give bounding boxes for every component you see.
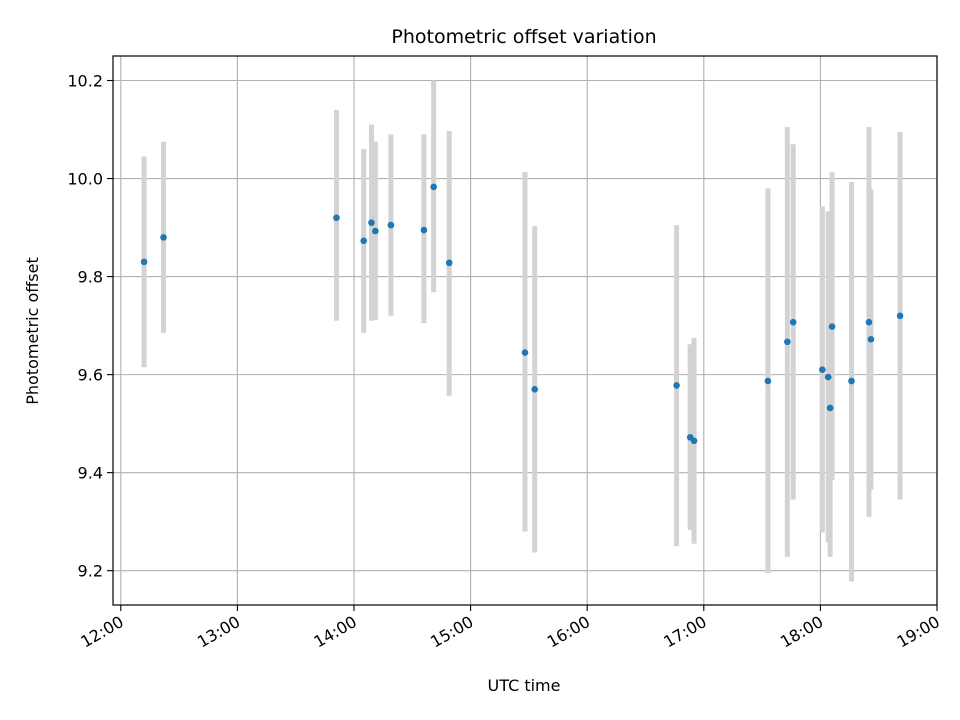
data-point (368, 219, 375, 226)
data-point (819, 366, 826, 374)
x-tick-label: 13:00 (194, 612, 243, 652)
data-point (140, 258, 148, 266)
y-tick-label: 9.4 (78, 464, 103, 483)
data-point (789, 318, 797, 326)
x-axis-title: UTC time (488, 676, 561, 695)
data-point (445, 259, 453, 267)
x-axis-ticks: 12:00 13:00 14:00 15:00 16:00 17:00 18:00 19:00 (77, 605, 943, 652)
data-point (824, 373, 832, 381)
plot-frame (112, 55, 938, 606)
x-tick-label: 18:00 (777, 612, 826, 652)
data-point (896, 312, 904, 320)
data-point (828, 323, 836, 330)
data-point (420, 226, 428, 234)
data-point (360, 237, 367, 245)
data-point (333, 214, 340, 222)
error-bars (141, 80, 903, 582)
x-tick-label: 16:00 (544, 612, 593, 652)
data-points (140, 183, 904, 445)
data-point (865, 318, 873, 326)
data-point (764, 377, 772, 385)
y-tick-label: 9.2 (78, 562, 103, 581)
x-tick-label: 12:00 (77, 612, 126, 652)
data-point (160, 234, 167, 241)
data-point (867, 336, 875, 343)
y-axis-ticks: 9.2 9.4 9.6 9.8 10.0 10.2 (67, 72, 113, 581)
data-point (784, 338, 791, 346)
y-tick-label: 9.8 (78, 268, 103, 287)
data-point (387, 221, 395, 229)
y-tick-label: 10.0 (67, 170, 103, 189)
data-point (430, 183, 437, 191)
data-point (690, 437, 698, 445)
data-point (372, 227, 379, 235)
data-point (826, 404, 834, 412)
x-tick-label: 19:00 (894, 612, 943, 652)
chart-title: Photometric offset variation (391, 26, 656, 48)
data-point (673, 382, 680, 389)
x-tick-label: 17:00 (660, 612, 709, 652)
x-tick-label: 14:00 (311, 612, 360, 652)
data-point (531, 386, 539, 393)
y-tick-label: 10.2 (67, 72, 103, 91)
y-tick-label: 9.6 (78, 366, 103, 385)
data-point (521, 349, 529, 356)
x-tick-label: 15:00 (427, 612, 476, 652)
y-axis-title: Photometric offset (23, 257, 42, 405)
data-point (848, 377, 855, 385)
